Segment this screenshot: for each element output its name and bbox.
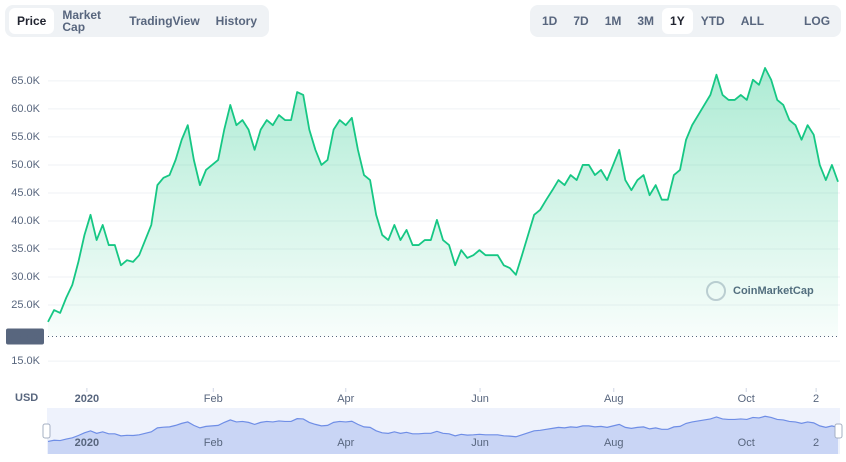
- x-tick-label: Jun: [471, 393, 489, 405]
- navigator-area: [48, 416, 838, 454]
- x-tick-label: Aug: [604, 393, 624, 405]
- navigator-tick-label: 2: [813, 437, 819, 449]
- navigator-tick-label: Oct: [738, 437, 755, 449]
- x-tick-label: 2020: [75, 393, 99, 405]
- baseline-badge: [6, 328, 44, 345]
- range[interactable]: 1D: [542, 14, 558, 28]
- x-tick-label: 2: [813, 393, 819, 405]
- price-line: [47, 67, 839, 323]
- range[interactable]: 7D: [573, 14, 589, 28]
- area: [48, 67, 838, 337]
- tab[interactable]: History: [215, 14, 257, 28]
- navigator-tick-label: Aug: [604, 437, 624, 449]
- range-group: 1D 7D 1M 3M 1Y YTD ALL LOG: [530, 5, 841, 37]
- range[interactable]: 3M: [637, 14, 655, 28]
- baseline-label: 19.4K: [10, 331, 39, 343]
- tab[interactable]: Price: [9, 8, 55, 34]
- y-tick-label: 50.0K: [11, 159, 40, 171]
- y-tick-label: 35.0K: [11, 243, 40, 255]
- y-tick-label: 65.0K: [11, 75, 40, 87]
- y-tick-label: 55.0K: [11, 131, 40, 143]
- navigator-tick-label: 2020: [75, 437, 99, 449]
- navigator-line: [47, 415, 839, 443]
- x-tick-label: Apr: [337, 393, 354, 405]
- y-tick-label: 15.0K: [11, 355, 40, 367]
- x-tick-label: Feb: [204, 393, 223, 405]
- range[interactable]: ALL: [740, 14, 765, 28]
- tab[interactable]: TradingView: [129, 14, 200, 28]
- navigator-tick-label: Feb: [204, 437, 223, 449]
- y-tick-label: 60.0K: [11, 103, 40, 115]
- tab-group: Price Market Cap TradingView History: [5, 5, 269, 37]
- y-unit: USD: [15, 392, 38, 404]
- navigator-handle: [834, 423, 843, 439]
- y-tick-label: 30.0K: [11, 271, 40, 283]
- range[interactable]: 1M: [604, 14, 622, 28]
- navigator-tick-label: Jun: [471, 437, 489, 449]
- y-tick-label: 40.0K: [11, 215, 40, 227]
- navigator-handle: [42, 423, 51, 439]
- y-tick-label: 25.0K: [11, 299, 40, 311]
- range[interactable]: 1Y: [662, 8, 693, 34]
- x-tick-label: Oct: [738, 393, 755, 405]
- tab[interactable]: Market Cap: [62, 8, 102, 34]
- navigator-tick-label: Apr: [337, 437, 354, 449]
- y-tick-label: 45.0K: [11, 187, 40, 199]
- log-button[interactable]: LOG: [804, 14, 831, 28]
- range[interactable]: YTD: [700, 14, 725, 28]
